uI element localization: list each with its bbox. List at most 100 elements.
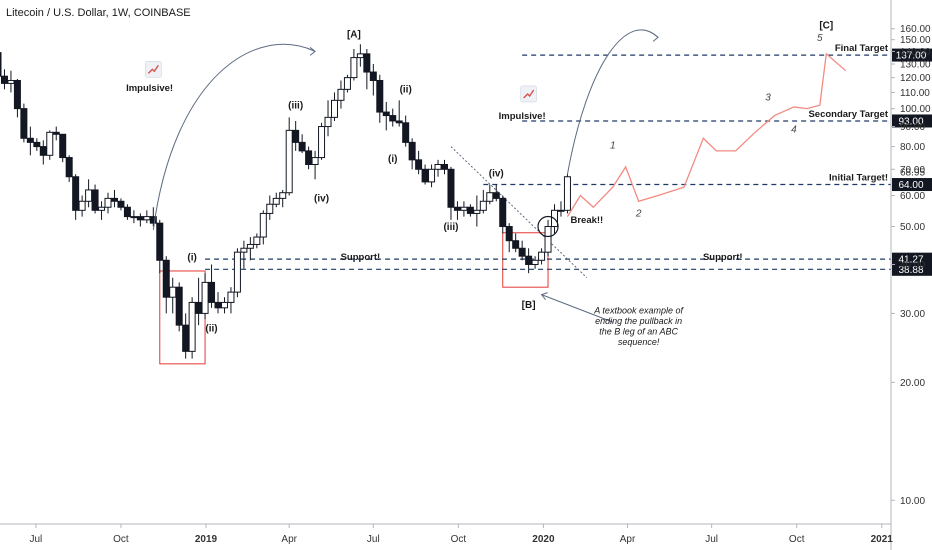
candle bbox=[259, 210, 267, 245]
y-tick-label: 40.00 bbox=[900, 260, 925, 271]
candle-body bbox=[279, 192, 287, 199]
candle-body bbox=[272, 197, 280, 205]
arrow-note-head bbox=[540, 292, 548, 300]
wave-label: [C] bbox=[819, 21, 833, 32]
candle-body bbox=[363, 53, 371, 73]
candle bbox=[220, 297, 228, 314]
x-tick-label: Jul bbox=[30, 534, 43, 545]
candle-body bbox=[13, 79, 21, 110]
note-line: A textbook example of bbox=[593, 305, 684, 315]
candle-body bbox=[182, 324, 190, 352]
candle bbox=[492, 184, 500, 202]
candle bbox=[428, 164, 436, 188]
candle-body bbox=[214, 301, 222, 309]
y-axis[interactable]: 10.00 20.00 30.00 40.00 50.00 60.00 70.00 80.00… bbox=[891, 24, 931, 507]
candle bbox=[343, 74, 351, 93]
y-tick-label: 50.00 bbox=[900, 222, 925, 233]
candle-body bbox=[98, 206, 106, 211]
candle bbox=[272, 192, 280, 208]
candle-body bbox=[78, 200, 86, 211]
x-axis[interactable]: Jul Oct 2019 Apr Jul Oct 2020 Apr Jul Oct 2021 bbox=[30, 524, 894, 545]
note-line: sequence! bbox=[618, 337, 660, 347]
candle-body bbox=[220, 301, 228, 309]
note-line: ending the pullback in bbox=[595, 316, 682, 326]
break-circle bbox=[537, 215, 559, 238]
candle-body bbox=[195, 301, 203, 314]
candle-body bbox=[460, 206, 468, 211]
candle bbox=[441, 159, 448, 175]
candle-body bbox=[421, 168, 429, 183]
candle bbox=[473, 195, 481, 227]
candle-body bbox=[201, 281, 209, 314]
candle-body bbox=[91, 189, 99, 211]
price-badge bbox=[892, 114, 932, 128]
projection-wave-label: 4 bbox=[791, 124, 797, 135]
candle-body bbox=[337, 88, 345, 101]
chart-up-icon-bg bbox=[145, 61, 162, 78]
candle-body bbox=[466, 206, 474, 214]
price-badge bbox=[892, 48, 932, 62]
candle-body bbox=[259, 212, 267, 238]
wave-label: (i) bbox=[388, 154, 397, 165]
candle bbox=[156, 219, 164, 274]
candle-body bbox=[292, 129, 300, 143]
candle-body bbox=[227, 291, 235, 303]
candle bbox=[123, 204, 131, 220]
candle-body bbox=[162, 259, 170, 298]
candle bbox=[26, 126, 34, 156]
candle bbox=[162, 256, 170, 314]
candle bbox=[175, 282, 183, 332]
candle bbox=[402, 115, 410, 147]
candle bbox=[544, 219, 552, 257]
candle bbox=[188, 297, 196, 359]
price-badge-label: 41.27 bbox=[898, 255, 923, 266]
candle-body bbox=[453, 206, 461, 211]
candle bbox=[78, 195, 86, 217]
y-tick-label: 140.00 bbox=[900, 47, 931, 58]
candle bbox=[395, 100, 403, 127]
candle bbox=[408, 138, 416, 170]
candle-body bbox=[369, 71, 377, 81]
chart-up-icon bbox=[520, 85, 537, 103]
candle bbox=[531, 256, 539, 269]
wave-label: [B] bbox=[522, 300, 536, 311]
candle-body bbox=[473, 209, 481, 214]
plot-area: Final Target 137.00 Secondary Target 93.00 I… bbox=[0, 21, 932, 365]
candle bbox=[324, 100, 332, 137]
candle-body bbox=[512, 240, 520, 249]
y-tick-label: 60.00 bbox=[900, 191, 925, 202]
candle-body bbox=[402, 122, 410, 143]
candle-body bbox=[266, 203, 274, 214]
candle-body bbox=[52, 131, 60, 135]
x-tick-label: Oct bbox=[113, 534, 129, 545]
candle bbox=[246, 237, 254, 261]
candle bbox=[266, 195, 274, 220]
candle bbox=[311, 150, 319, 180]
x-tick-label: Apr bbox=[620, 534, 636, 545]
candle-body bbox=[85, 189, 93, 202]
price-badge bbox=[892, 252, 932, 266]
candle-body bbox=[389, 115, 397, 122]
y-tick-label: 20.00 bbox=[900, 378, 925, 389]
projection-wave-label: 1 bbox=[610, 141, 616, 152]
candle bbox=[479, 189, 487, 214]
candle-body bbox=[499, 197, 507, 228]
candle-body bbox=[240, 247, 248, 253]
annotation-label: Support! bbox=[341, 252, 381, 263]
candle-body bbox=[246, 243, 254, 249]
candle-body bbox=[434, 164, 442, 170]
candle-body bbox=[7, 79, 15, 84]
candle bbox=[0, 69, 8, 90]
candle-body bbox=[382, 111, 390, 117]
candle bbox=[518, 240, 526, 261]
level-label: Initial Target! bbox=[829, 173, 888, 184]
candle-body bbox=[441, 164, 448, 170]
candle-body bbox=[175, 286, 183, 326]
arrow-note bbox=[541, 294, 613, 323]
candle-body bbox=[188, 301, 196, 352]
annotation-label: Break!! bbox=[570, 215, 603, 226]
candle bbox=[350, 48, 358, 81]
candle-body bbox=[59, 133, 67, 159]
candle bbox=[298, 134, 306, 154]
